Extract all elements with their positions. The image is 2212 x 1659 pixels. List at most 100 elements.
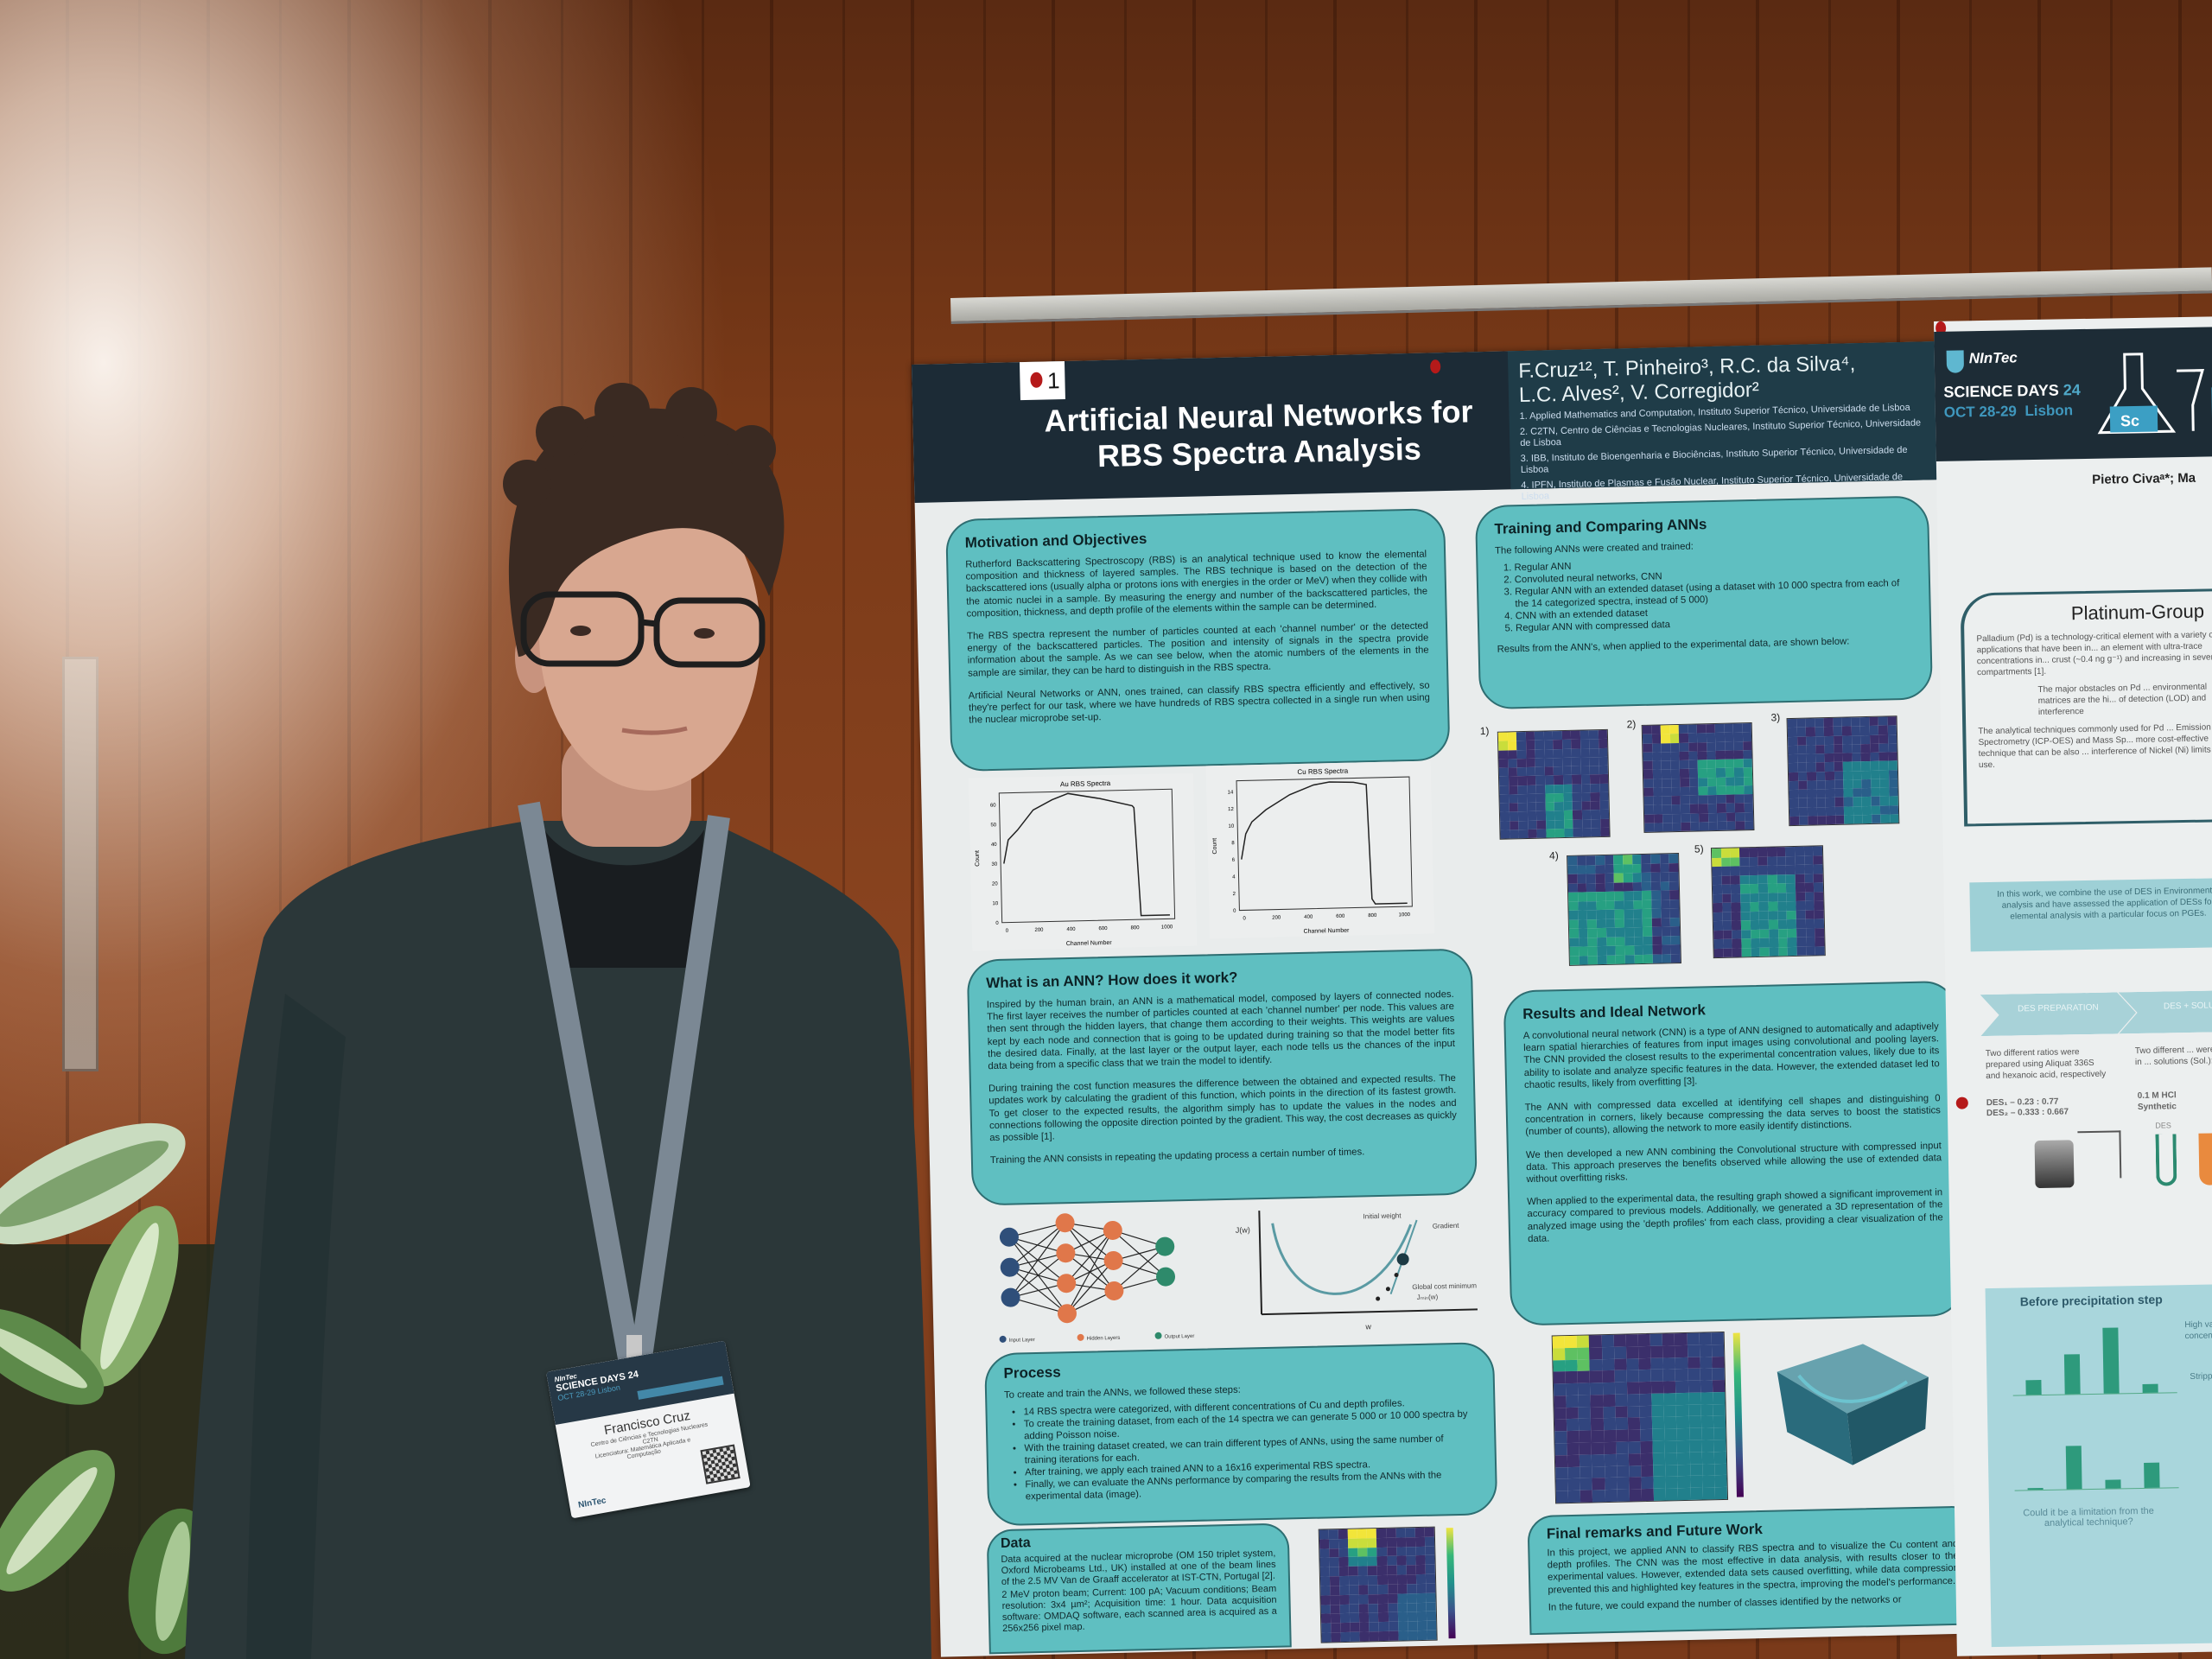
y-tick-label: 40 bbox=[991, 842, 997, 848]
nn-connection bbox=[1010, 1222, 1066, 1299]
mouth bbox=[621, 726, 688, 735]
nn-connection bbox=[1066, 1230, 1114, 1314]
spectrum-line bbox=[1003, 792, 1170, 917]
plant-leaf bbox=[0, 1450, 115, 1592]
y-axis-label: Count bbox=[975, 850, 981, 867]
nn-connection bbox=[1066, 1260, 1115, 1314]
legend-label: Output Layer bbox=[1165, 1334, 1195, 1340]
name-badge: NInTec SCIENCE DAYS 24 OCT 28-29 Lisbon … bbox=[546, 1340, 751, 1519]
x-tick-label: 400 bbox=[1066, 927, 1076, 932]
nn-connection bbox=[1113, 1246, 1166, 1292]
x-tick-label: 600 bbox=[1098, 926, 1108, 931]
x-tick-label: 1000 bbox=[1399, 912, 1411, 918]
gradient-descent-diagram: J(w) w Initial weight Gradient Global co… bbox=[1236, 1211, 1478, 1331]
nn-node bbox=[1104, 1281, 1124, 1300]
initial-weight-label: Initial weight bbox=[1363, 1211, 1402, 1220]
nn-node bbox=[1000, 1257, 1020, 1277]
nn-connection bbox=[1009, 1222, 1065, 1268]
plant-leaf bbox=[80, 1205, 179, 1387]
x-tick-label: 800 bbox=[1130, 925, 1140, 931]
plot-title: Cu RBS Spectra bbox=[1297, 767, 1348, 776]
x-tick-label: 1000 bbox=[1161, 925, 1173, 930]
nn-connection bbox=[1065, 1230, 1114, 1284]
x-axis-label: Channel Number bbox=[1303, 928, 1350, 935]
legend-marker bbox=[1154, 1332, 1162, 1339]
y-tick-label: 30 bbox=[991, 862, 997, 868]
nn-connection bbox=[1008, 1222, 1065, 1238]
sweater bbox=[185, 821, 931, 1659]
3d-surface-plot bbox=[1777, 1344, 1929, 1465]
plot-frame bbox=[998, 788, 1176, 924]
nn-node bbox=[1001, 1287, 1020, 1307]
neighbor-poster: NInTec SCIENCE DAYS 24 OCT 28-29 Lisbon … bbox=[1934, 316, 2212, 1656]
plant-leaf bbox=[0, 1122, 186, 1245]
neural-network-diagram: Input Layer Hidden Layers Output Layer bbox=[999, 1213, 1195, 1344]
y-tick-label: 10 bbox=[1228, 824, 1234, 830]
legend-label: Hidden Layers bbox=[1087, 1336, 1121, 1342]
y-tick-label: 20 bbox=[992, 881, 998, 887]
plant-leaf bbox=[0, 1308, 105, 1405]
x-axis-label: Channel Number bbox=[1066, 940, 1113, 947]
nn-connection bbox=[1010, 1297, 1068, 1314]
nn-node bbox=[1057, 1304, 1077, 1324]
rbs-poster: 1 Artificial Neural Networks for RBS Spe… bbox=[912, 341, 1980, 1657]
x-tick-label: 0 bbox=[1006, 929, 1009, 934]
legend-marker bbox=[999, 1335, 1007, 1343]
x-tick-label: 200 bbox=[1272, 915, 1281, 920]
y-tick-label: 4 bbox=[1232, 874, 1236, 880]
shirt-collar bbox=[544, 830, 704, 968]
sweater-shading bbox=[246, 994, 346, 1659]
y-tick-label: 8 bbox=[1231, 841, 1235, 846]
nn-node bbox=[1057, 1274, 1077, 1294]
y-tick-label: 6 bbox=[1232, 858, 1236, 863]
nn-node bbox=[1103, 1250, 1123, 1270]
legend-label: Input Layer bbox=[1009, 1338, 1035, 1344]
gradient-label: Gradient bbox=[1433, 1222, 1460, 1230]
x-tick-label: 400 bbox=[1304, 915, 1313, 920]
jmin-label: Jₘᵢₙ(w) bbox=[1417, 1293, 1439, 1301]
spectrum-line bbox=[1241, 781, 1408, 905]
y-axis-label: Count bbox=[1212, 838, 1218, 855]
qr-code-icon bbox=[700, 1444, 741, 1484]
lanyard bbox=[518, 801, 640, 1361]
cu-spectrum-plot: Cu RBS Spectra Channel Number Count 0 200 400… bbox=[1205, 760, 1435, 939]
badge-footer-logo: NInTec bbox=[577, 1496, 607, 1510]
plot-frame bbox=[1236, 776, 1413, 912]
x-tick-label: 600 bbox=[1336, 914, 1345, 919]
legend-marker bbox=[1077, 1333, 1084, 1341]
x-axis-label: w bbox=[1364, 1322, 1371, 1331]
x-tick-label: 800 bbox=[1368, 913, 1377, 918]
flask-icons: Sc E bbox=[2097, 353, 2212, 435]
y-tick-label: 0 bbox=[1233, 909, 1236, 914]
nn-node bbox=[1155, 1236, 1175, 1256]
face bbox=[539, 480, 760, 791]
y-axis-label: J(w) bbox=[1236, 1225, 1250, 1234]
houseplant bbox=[0, 1122, 218, 1659]
neighbor-poster-header: NInTec SCIENCE DAYS 24 OCT 28-29 Lisbon … bbox=[1934, 327, 2212, 461]
y-tick-label: 60 bbox=[990, 804, 996, 809]
y-tick-label: 14 bbox=[1228, 790, 1234, 795]
y-tick-label: 10 bbox=[992, 901, 998, 906]
nn-node bbox=[1103, 1220, 1122, 1240]
y-tick-label: 0 bbox=[995, 921, 999, 926]
nn-node bbox=[1055, 1213, 1075, 1233]
hair bbox=[508, 408, 785, 657]
nn-node bbox=[1156, 1267, 1176, 1287]
glasses bbox=[520, 591, 766, 668]
lanyard bbox=[630, 815, 730, 1358]
nn-connection bbox=[1010, 1282, 1067, 1299]
x-tick-label: 200 bbox=[1034, 928, 1044, 933]
y-tick-label: 50 bbox=[990, 823, 996, 828]
y-tick-label: 2 bbox=[1233, 892, 1236, 897]
nn-node bbox=[1056, 1243, 1076, 1263]
nn-node bbox=[999, 1227, 1019, 1247]
nn-connection bbox=[1010, 1252, 1066, 1299]
x-tick-label: 0 bbox=[1243, 916, 1246, 921]
flask-label: Sc bbox=[2120, 412, 2139, 429]
y-tick-label: 12 bbox=[1228, 807, 1234, 812]
plot-title: Au RBS Spectra bbox=[1060, 779, 1111, 788]
global-min-label: Global cost minimum bbox=[1412, 1281, 1477, 1291]
flask-icons bbox=[632, 1351, 724, 1400]
